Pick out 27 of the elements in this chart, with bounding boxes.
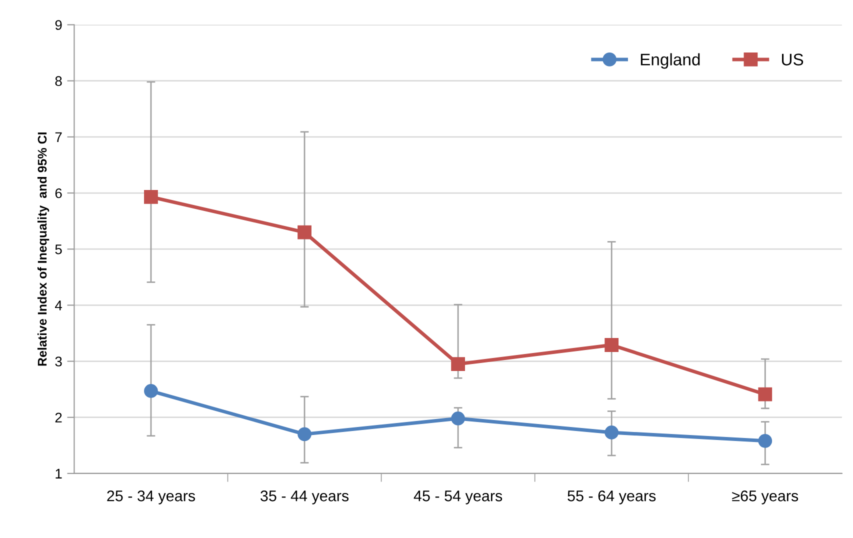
y-tick-label: 1 <box>56 468 62 478</box>
y-tick-label: 4 <box>55 300 62 310</box>
y-tick-label: 3 <box>55 356 62 366</box>
y-tick-label: 6 <box>55 188 62 198</box>
y-axis-title: Relative Index of Inequality and 95% CI <box>37 132 50 366</box>
point <box>451 412 466 426</box>
x-tick-label: 45 - 54 years <box>414 490 502 504</box>
legend-label: England <box>640 53 700 69</box>
y-tick-label: 8 <box>55 76 62 86</box>
point <box>451 357 466 372</box>
y-tick-label: 9 <box>55 20 62 30</box>
x-tick-label: 55 - 64 years <box>568 490 656 504</box>
point <box>144 190 158 204</box>
point <box>604 338 619 352</box>
x-tick-label: ≥65 years <box>732 490 798 504</box>
y-tick-label: 2 <box>55 412 62 422</box>
y-tick-label: 7 <box>55 132 62 142</box>
point <box>144 384 158 398</box>
x-tick-label: 25 - 34 years <box>107 490 196 504</box>
point <box>758 434 772 448</box>
point <box>298 427 312 442</box>
legend-label: US <box>782 54 804 66</box>
point <box>298 225 312 240</box>
y-tick-label: 5 <box>55 244 62 254</box>
point <box>604 426 619 440</box>
x-tick-label: 35 - 44 years <box>260 490 349 504</box>
point <box>758 387 772 402</box>
